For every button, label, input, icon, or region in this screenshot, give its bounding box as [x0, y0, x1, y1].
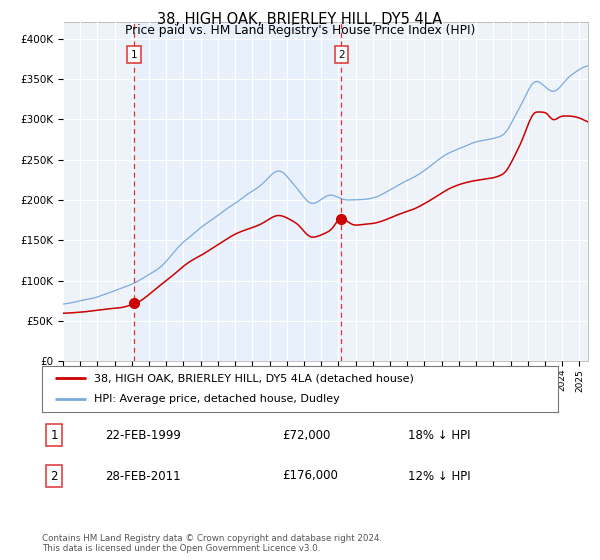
Text: 1: 1: [131, 50, 137, 59]
Text: HPI: Average price, detached house, Dudley: HPI: Average price, detached house, Dudl…: [94, 394, 340, 404]
Text: £176,000: £176,000: [282, 469, 338, 483]
Text: £72,000: £72,000: [282, 428, 331, 442]
Text: 2: 2: [50, 469, 58, 483]
Text: 28-FEB-2011: 28-FEB-2011: [105, 469, 181, 483]
Bar: [134, 22, 341, 361]
Text: 18% ↓ HPI: 18% ↓ HPI: [408, 428, 470, 442]
Text: 1: 1: [50, 428, 58, 442]
Text: 2: 2: [338, 50, 344, 59]
Text: 12% ↓ HPI: 12% ↓ HPI: [408, 469, 470, 483]
Text: Price paid vs. HM Land Registry's House Price Index (HPI): Price paid vs. HM Land Registry's House …: [125, 24, 475, 37]
Text: 38, HIGH OAK, BRIERLEY HILL, DY5 4LA (detached house): 38, HIGH OAK, BRIERLEY HILL, DY5 4LA (de…: [94, 373, 413, 383]
Text: 38, HIGH OAK, BRIERLEY HILL, DY5 4LA: 38, HIGH OAK, BRIERLEY HILL, DY5 4LA: [157, 12, 443, 27]
Text: 22-FEB-1999: 22-FEB-1999: [105, 428, 181, 442]
Text: Contains HM Land Registry data © Crown copyright and database right 2024.
This d: Contains HM Land Registry data © Crown c…: [42, 534, 382, 553]
